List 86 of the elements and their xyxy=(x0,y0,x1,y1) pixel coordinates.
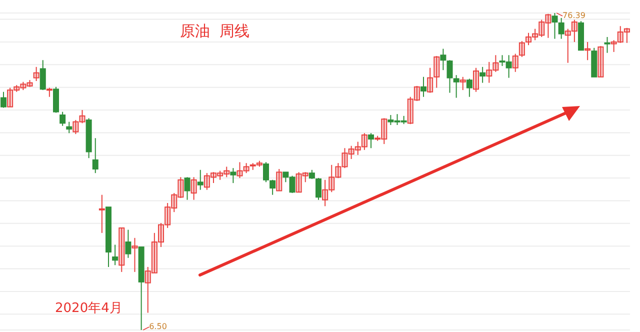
candlestick xyxy=(224,166,230,178)
candlestick xyxy=(368,132,374,149)
candlestick xyxy=(158,222,164,248)
candlestick xyxy=(610,40,617,52)
candlestick xyxy=(381,118,388,145)
candlestick xyxy=(480,66,486,84)
candlestick xyxy=(26,80,33,88)
candlestick xyxy=(72,119,79,135)
candlestick xyxy=(302,172,308,183)
candlestick xyxy=(7,87,14,108)
candlestick xyxy=(256,160,262,168)
candlestick xyxy=(348,145,354,160)
candlestick xyxy=(236,162,243,179)
candlestick xyxy=(270,179,276,196)
candlestick xyxy=(473,67,479,92)
candlestick xyxy=(434,56,440,88)
candlestick xyxy=(526,32,532,46)
candlestick xyxy=(171,192,178,213)
candlestick xyxy=(14,84,20,92)
candlestick xyxy=(328,164,335,193)
candlestick xyxy=(532,28,538,41)
candlestick xyxy=(361,132,368,150)
candlestick xyxy=(112,244,118,266)
candlestick xyxy=(624,27,630,44)
candlestick xyxy=(374,135,381,142)
candlestick xyxy=(243,162,250,174)
candlestick xyxy=(466,78,472,98)
candlestick xyxy=(427,67,434,94)
candlestick xyxy=(151,232,158,274)
candlestick xyxy=(558,17,564,40)
candlestick xyxy=(538,19,545,38)
candlestick xyxy=(460,76,466,91)
candlestick xyxy=(92,138,98,174)
candlestick xyxy=(316,178,322,200)
candlestick xyxy=(296,172,302,193)
candlestick xyxy=(53,86,59,114)
annotation: 2020年4月 xyxy=(55,301,122,316)
candlestick xyxy=(0,91,6,108)
candlestick xyxy=(420,76,426,98)
candlestick xyxy=(197,169,204,190)
candlestick xyxy=(518,40,525,58)
candlestick xyxy=(322,179,328,207)
candlestick xyxy=(79,110,86,124)
candlestick xyxy=(545,13,552,38)
annotation: 76.39 xyxy=(562,11,586,20)
annotation: 6.50 xyxy=(149,322,167,331)
candlestick xyxy=(604,36,610,54)
candlestick xyxy=(250,162,256,170)
candlestick xyxy=(571,19,578,42)
candlestick xyxy=(184,176,190,200)
candlestick xyxy=(335,162,342,179)
candlestick xyxy=(414,85,420,102)
candlestick xyxy=(132,237,138,272)
candlestick xyxy=(584,41,591,61)
candlestick xyxy=(144,266,151,314)
candlestick xyxy=(33,66,40,82)
candlestick xyxy=(440,48,446,71)
candlestick xyxy=(204,172,210,190)
candlestick xyxy=(486,61,492,84)
candlestick xyxy=(20,81,26,91)
candlestick xyxy=(66,121,72,134)
candlestick xyxy=(60,111,66,126)
candlestick xyxy=(354,141,361,156)
text: 原油 周线 xyxy=(180,22,250,41)
candlestick xyxy=(40,60,46,91)
candlestick xyxy=(190,176,197,200)
candlestick xyxy=(564,28,571,64)
candlestick xyxy=(217,170,224,180)
candlestick xyxy=(617,26,624,44)
candlestick xyxy=(512,53,518,72)
candlestick xyxy=(164,202,171,228)
candlestick xyxy=(125,229,132,258)
candlestick xyxy=(230,168,236,184)
candlestick xyxy=(598,46,604,78)
candlestick xyxy=(263,162,269,183)
candlestick xyxy=(492,54,499,72)
candlestick xyxy=(276,168,282,192)
candlestick xyxy=(210,172,216,184)
candlestick xyxy=(407,96,414,125)
candlestick xyxy=(46,87,52,98)
candlestick xyxy=(178,176,184,199)
candlestick xyxy=(118,227,125,272)
candlestick xyxy=(342,148,348,169)
candlestick xyxy=(308,169,315,180)
candlestick xyxy=(98,194,105,234)
candlestick xyxy=(552,13,558,40)
